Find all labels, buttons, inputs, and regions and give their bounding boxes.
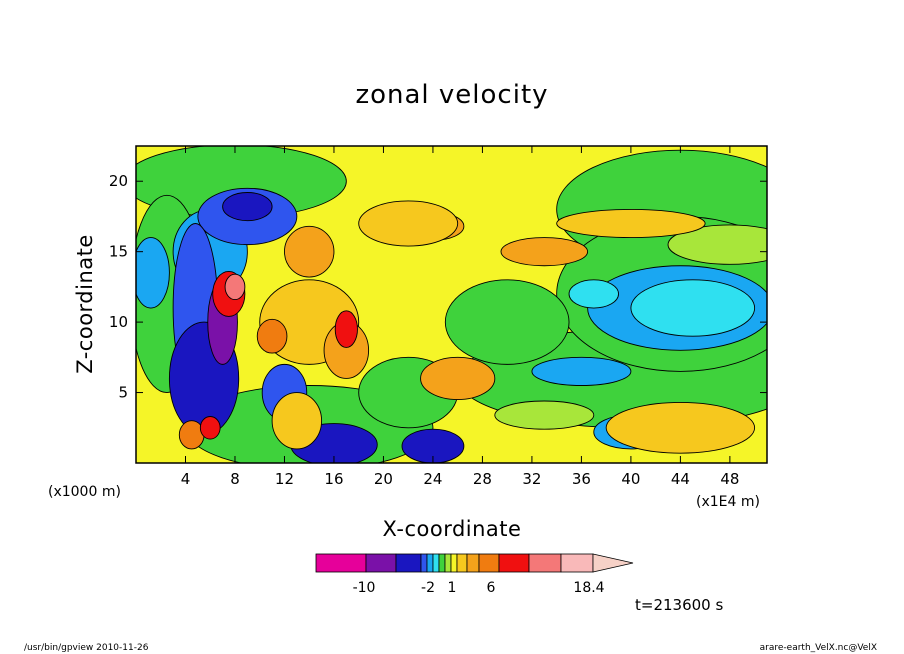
colorbar-segment-4 [426,553,434,573]
x-tick-label-11: 48 [720,470,739,488]
colorbar-ticks: -10 -2 1 6 18.4 [353,580,605,596]
plot-frame [135,145,768,464]
colorbar-segment-11 [478,553,500,573]
field-contour-28 [556,208,706,239]
y-tick-label-2: 15 [109,243,128,261]
field-contour-30 [420,356,496,401]
field-contour-27 [500,237,589,267]
colorbar-segment-0 [315,553,367,573]
x-tick-label-9: 40 [621,470,640,488]
x-tick-label-10: 44 [671,470,690,488]
field-contour-38 [334,310,358,348]
colorbar-tick-label-2: 1 [448,580,457,596]
colorbar-tick-label-4: 18.4 [573,580,604,596]
colorbar-arrow [592,553,634,573]
colorbar-segment-6 [438,553,446,573]
colorbar-segment-13 [528,553,562,573]
y-axis-label: Z-coordinate [73,234,97,374]
field-contour-26 [358,200,459,247]
y-unit-label: (x1000 m) [48,484,121,500]
y-tick-label-1: 10 [109,313,128,331]
x-axis: 4 8 12 16 20 24 28 32 36 40 44 48 [181,146,739,488]
colorbar-segment-9 [456,553,468,573]
field-contour-37 [224,273,246,301]
field-contour-29 [605,401,756,454]
colorbar-segment-14 [560,553,594,573]
y-tick-label-3: 20 [109,172,128,190]
y-axis: 5 10 15 20 [109,172,767,402]
field-contour-8 [667,224,767,265]
colorbar-segment-10 [466,553,480,573]
colorbar-tick-label-0: -10 [353,580,376,596]
colorbar-tick-label-3: 6 [487,580,496,596]
velocity-field [136,146,767,463]
x-tick-label-2: 12 [275,470,294,488]
colorbar-segment-5 [432,553,440,573]
chart-title: zonal velocity [355,80,548,110]
colorbar-segment-7 [444,553,452,573]
x-tick-label-7: 32 [522,470,541,488]
footer-left: /usr/bin/gpview 2010-11-26 [24,643,149,653]
y-tick-label-0: 5 [118,384,128,402]
x-tick-label-6: 28 [473,470,492,488]
time-label: t=213600 s [635,596,723,614]
x-tick-label-0: 4 [181,470,191,488]
x-tick-label-1: 8 [230,470,240,488]
field-contour-35 [256,318,288,354]
x-tick-label-3: 16 [324,470,343,488]
x-axis-label: X-coordinate [383,517,522,541]
field-contour-15 [630,279,756,337]
colorbar-segment-2 [395,553,422,573]
field-contour-40 [199,416,221,440]
field-contour-16 [568,279,619,309]
colorbar-segment-12 [498,553,530,573]
field-contour-23 [222,192,273,222]
x-tick-label-4: 20 [374,470,393,488]
footer-right: arare-earth_VelX.nc@VelX [760,643,877,653]
field-contour-7 [444,279,570,365]
colorbar-segment-3 [420,553,428,573]
colorbar [315,553,634,573]
x-unit-label: (x1E4 m) [696,494,760,510]
field-contour-34 [284,225,335,278]
field-contour-33 [271,392,323,450]
colorbar-segment-8 [450,553,458,573]
field-contour-9 [494,400,595,430]
colorbar-segment-1 [365,553,397,573]
colorbar-tick-label-1: -2 [421,580,435,596]
x-tick-label-5: 24 [423,470,442,488]
x-tick-label-8: 36 [572,470,591,488]
field-contour-12 [136,237,170,309]
field-contour-11 [531,356,632,386]
plot-area [136,146,767,463]
